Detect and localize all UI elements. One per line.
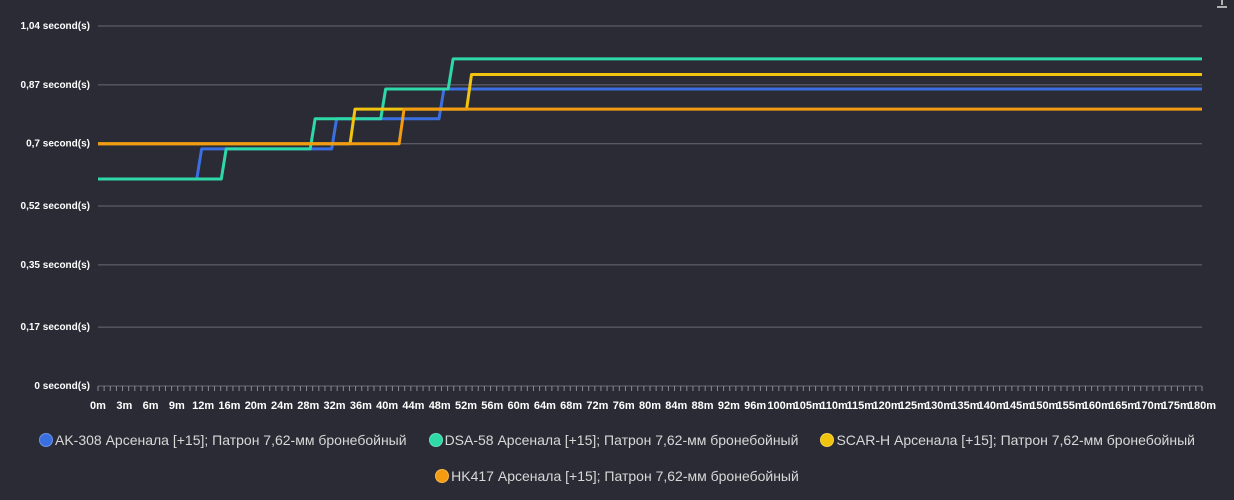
x-tick-label: 180m [1188, 400, 1216, 412]
legend-label: SCAR-H Арсенала [+15]; Патрон 7,62-мм бр… [836, 432, 1195, 448]
x-axis: 0m 3m 6m 9m 12m 16m 20m 24m 28m 32m 36m 40m 44m 48m 52… [90, 386, 1216, 412]
x-tick-label: 92m [718, 400, 740, 412]
x-tick-label: 170m [1135, 400, 1163, 412]
legend-marker-icon [820, 433, 835, 447]
x-tick-label: 120m [873, 400, 901, 412]
series-lines [98, 57, 1202, 181]
series-line-1 [98, 57, 1202, 181]
chart: 0 second(s) 0,17 second(s) 0,35 second(s) 0… [21, 21, 1217, 412]
x-tick-label: 160m [1083, 400, 1111, 412]
x-tick-label: 28m [297, 400, 319, 412]
x-tick-label: 72m [586, 400, 608, 412]
legend-row: AK-308 Арсенала [+15]; Патрон 7,62-мм бр… [0, 422, 1234, 458]
series-line-0 [98, 87, 1202, 181]
x-tick-label: 20m [245, 400, 267, 412]
x-tick-label: 88m [692, 400, 714, 412]
x-tick-label: 130m [925, 400, 953, 412]
download-icon[interactable] [1216, 0, 1228, 8]
x-tick-label: 140m [978, 400, 1006, 412]
x-tick-label: 16m [218, 400, 240, 412]
x-tick-label: 44m [402, 400, 424, 412]
legend: AK-308 Арсенала [+15]; Патрон 7,62-мм бр… [0, 422, 1234, 494]
y-axis: 0 second(s) 0,17 second(s) 0,35 second(s) 0… [21, 21, 90, 392]
x-tick-label: 12m [192, 400, 214, 412]
y-tick-label: 0,87 second(s) [21, 80, 90, 91]
x-tick-label: 68m [560, 400, 582, 412]
x-tick-label: 36m [350, 400, 372, 412]
x-tick-label: 9m [169, 400, 185, 412]
legend-item[interactable]: SCAR-H Арсенала [+15]; Патрон 7,62-мм бр… [820, 432, 1195, 448]
legend-marker-icon [428, 433, 443, 447]
series-line-3 [98, 107, 1202, 146]
legend-label: AK-308 Арсенала [+15]; Патрон 7,62-мм бр… [55, 432, 407, 448]
x-tick-label: 6m [143, 400, 159, 412]
x-tick-label: 145m [1004, 400, 1032, 412]
x-tick-label: 155m [1057, 400, 1085, 412]
y-tick-label: 0,52 second(s) [21, 201, 90, 212]
x-tick-label: 76m [613, 400, 635, 412]
x-tick-label: 96m [744, 400, 766, 412]
legend-item[interactable]: DSA-58 Арсенала [+15]; Патрон 7,62-мм бр… [428, 432, 799, 448]
x-tick-label: 64m [534, 400, 556, 412]
x-tick-label: 0m [90, 400, 106, 412]
legend-label: HK417 Арсенала [+15]; Патрон 7,62-мм бро… [451, 468, 799, 484]
x-tick-label: 60m [508, 400, 530, 412]
y-tick-label: 1,04 second(s) [21, 21, 90, 32]
x-tick-label: 84m [665, 400, 687, 412]
legend-marker-icon [435, 469, 450, 483]
y-tick-label: 0 second(s) [34, 381, 90, 392]
y-tick-label: 0,7 second(s) [26, 139, 90, 150]
x-tick-label: 32m [324, 400, 346, 412]
x-tick-label: 56m [481, 400, 503, 412]
x-tick-label: 105m [794, 400, 822, 412]
y-tick-label: 0,17 second(s) [21, 322, 90, 333]
x-tick-label: 135m [951, 400, 979, 412]
x-tick-label: 165m [1109, 400, 1137, 412]
x-tick-label: 48m [429, 400, 451, 412]
x-tick-label: 40m [376, 400, 398, 412]
legend-marker-icon [39, 433, 53, 447]
x-tick-label: 80m [639, 400, 661, 412]
x-tick-label: 52m [455, 400, 477, 412]
legend-item[interactable]: HK417 Арсенала [+15]; Патрон 7,62-мм бро… [435, 468, 799, 484]
x-tick-label: 150m [1030, 400, 1058, 412]
grid-lines [98, 25, 1202, 387]
legend-label: DSA-58 Арсенала [+15]; Патрон 7,62-мм бр… [444, 432, 799, 448]
x-tick-label: 3m [116, 400, 132, 412]
x-tick-label: 125m [899, 400, 927, 412]
x-tick-label: 115m [847, 400, 875, 412]
legend-item[interactable]: AK-308 Арсенала [+15]; Патрон 7,62-мм бр… [39, 432, 407, 448]
y-tick-label: 0,35 second(s) [21, 260, 90, 271]
x-tick-label: 110m [820, 400, 848, 412]
x-tick-label: 100m [767, 400, 795, 412]
x-tick-label: 24m [271, 400, 293, 412]
x-tick-label: 175m [1162, 400, 1190, 412]
legend-row: HK417 Арсенала [+15]; Патрон 7,62-мм бро… [0, 458, 1234, 494]
